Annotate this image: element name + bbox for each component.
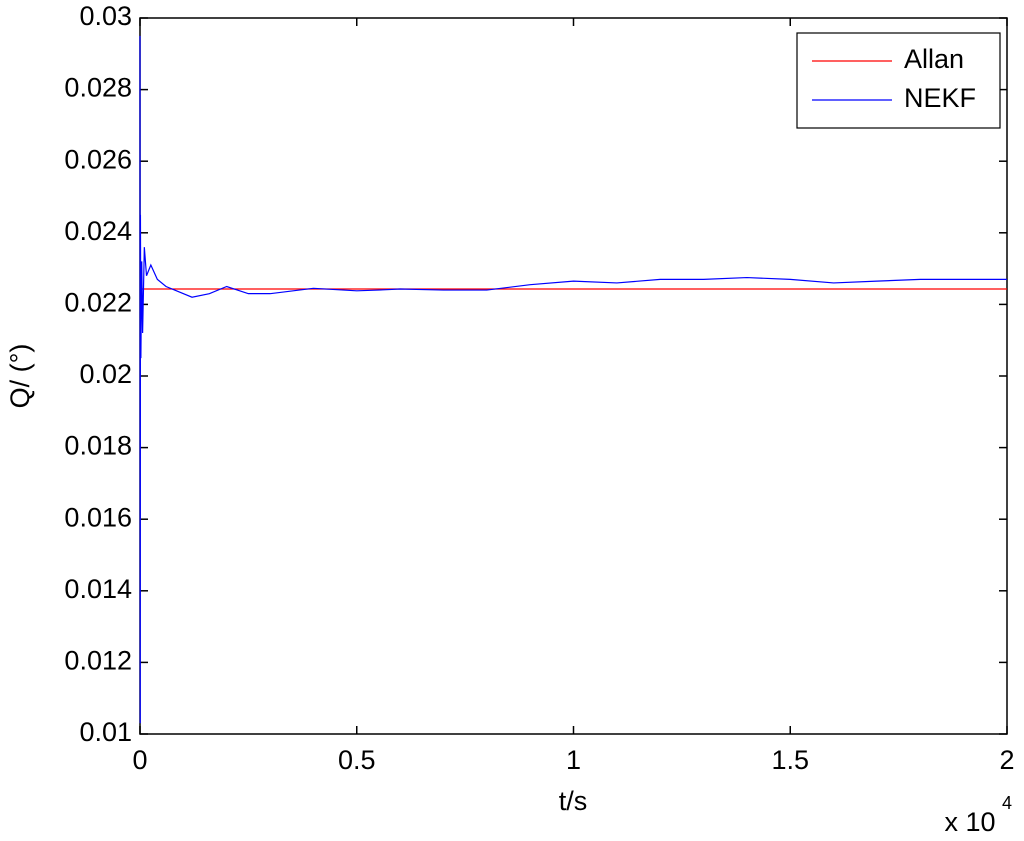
y-tick-label: 0.024	[64, 216, 132, 246]
y-tick-label: 0.018	[64, 431, 132, 461]
x-multiplier: x 10	[944, 807, 995, 837]
legend-label: NEKF	[904, 83, 976, 113]
y-tick-label: 0.03	[79, 1, 132, 31]
x-tick-label: 2	[999, 745, 1014, 775]
x-multiplier-exponent: 4	[1002, 793, 1012, 813]
data-line	[139, 35, 1007, 724]
y-tick-label: 0.01	[79, 717, 132, 747]
legend-box	[796, 32, 1001, 129]
legend-label: Allan	[904, 44, 964, 74]
y-tick-label: 0.028	[64, 73, 132, 103]
x-tick-label: 1	[566, 745, 581, 775]
y-tick-label: 0.026	[64, 144, 132, 174]
y-tick-label: 0.022	[64, 288, 132, 318]
y-axis-label: Q/ (°)	[5, 344, 35, 409]
y-tick-label: 0.012	[64, 646, 132, 676]
plot-area	[139, 17, 1008, 735]
y-tick-label: 0.014	[64, 574, 132, 604]
x-tick-label: 0	[132, 745, 147, 775]
x-axis-label: t/s	[559, 786, 588, 816]
x-tick-label: 0.5	[338, 745, 376, 775]
y-tick-label: 0.016	[64, 502, 132, 532]
y-tick-label: 0.02	[79, 359, 132, 389]
x-tick-label: 1.5	[771, 745, 809, 775]
